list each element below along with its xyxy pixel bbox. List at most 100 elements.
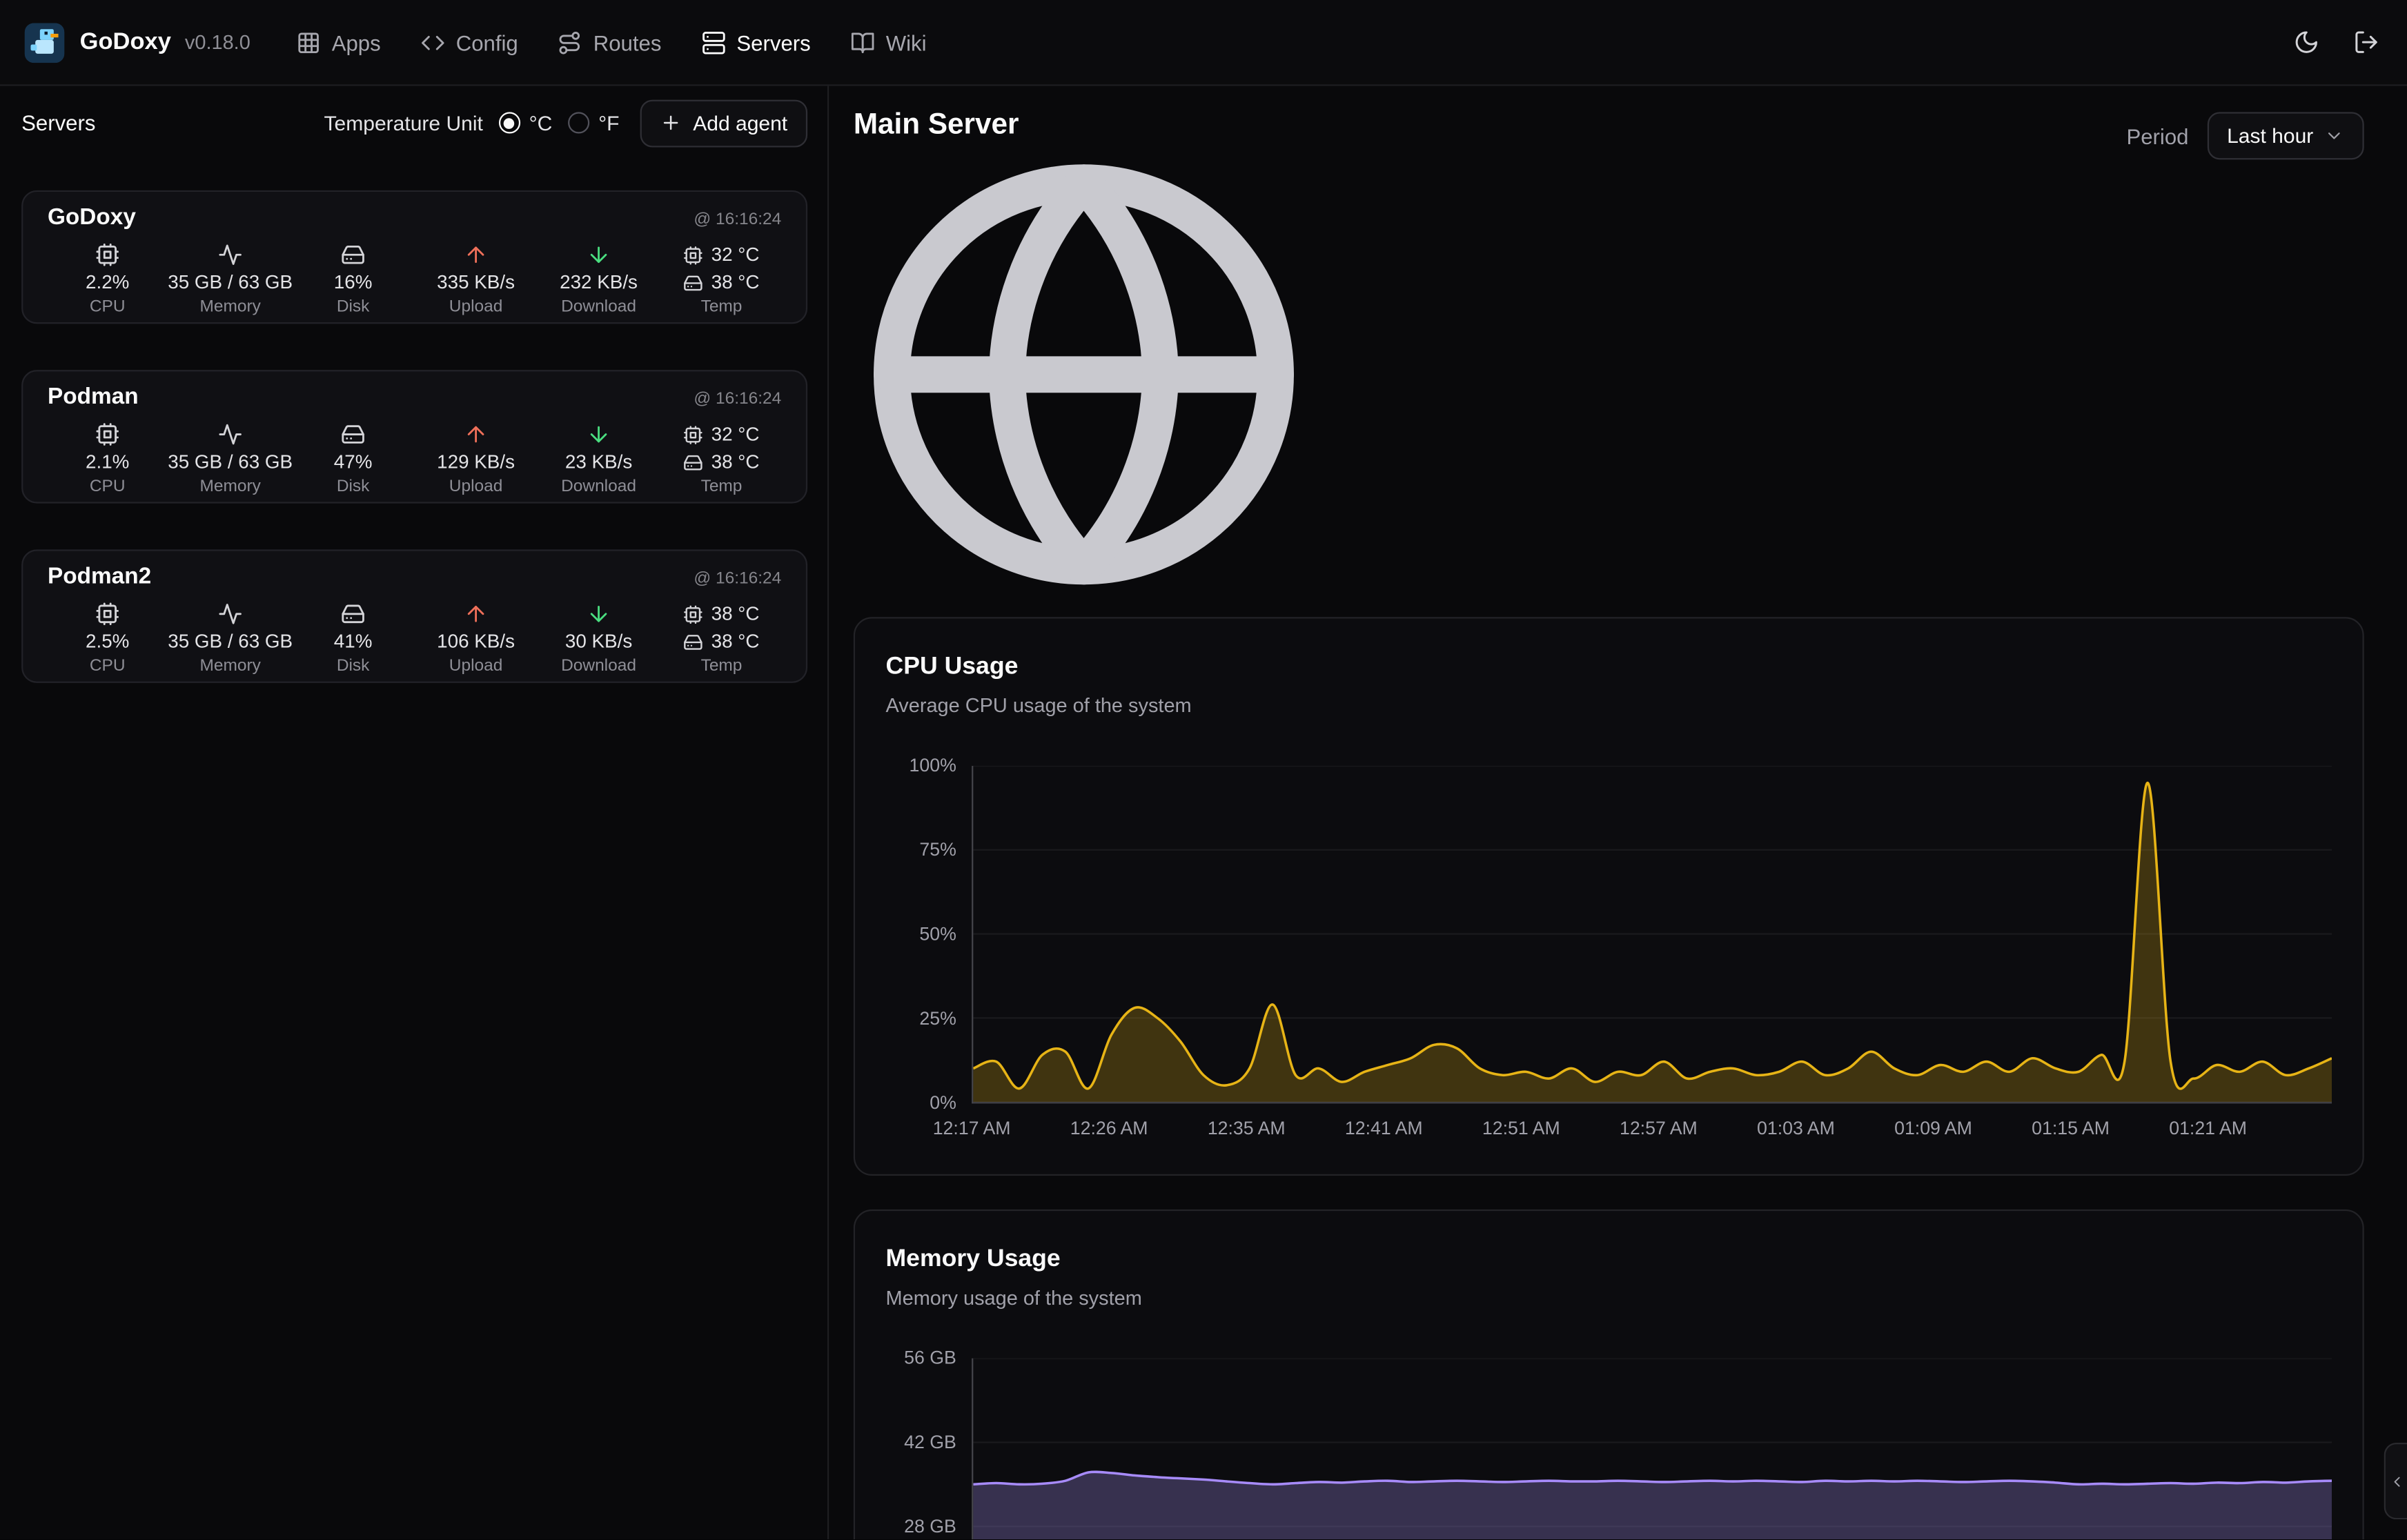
fahrenheit-radio[interactable]: °F [567,111,620,135]
disk-icon [341,602,366,626]
globe-icon[interactable] [854,144,1314,604]
cpu-icon [95,422,120,447]
y-tick-label: 28 GB [904,1515,956,1537]
period-select[interactable]: Last hour [2207,112,2364,160]
brand-name: GoDoxy [79,28,171,55]
stat-label: Temp [700,477,743,496]
cpu-icon [684,604,704,624]
stat-label: Download [561,477,636,496]
chart-subtitle: Memory usage of the system [885,1286,1142,1310]
server-card[interactable]: Podman @ 16:16:24 2.1% CPU 35 GB / 63 GB Memo… [21,370,808,504]
server-stat: 41% Disk [293,600,413,678]
y-tick-label: 50% [919,923,956,945]
stat-value: 2.5% [86,631,130,653]
stat-label: CPU [89,297,126,317]
server-stat: 2.1% CPU [48,421,168,499]
cpu-usage-chart[interactable]: 100% 75% 50% 25% 0% 12:17 AM 12:26 AM 12:35 AM 1… [886,754,2332,1143]
nav-item-config[interactable]: Config [421,30,518,55]
fahrenheit-radio-label: °F [598,111,620,135]
stat-label: Upload [449,477,503,496]
server-stat-temp: 32 °C 38 °C Temp [662,421,782,499]
nav-item-wiki[interactable]: Wiki [851,30,927,55]
stat-value: 129 KB/s [437,451,515,473]
activity-icon [218,602,243,626]
theme-toggle-button[interactable] [2293,29,2319,55]
y-tick-label: 100% [909,754,956,776]
celsius-radio[interactable]: °C [498,111,553,135]
code-icon [421,30,446,55]
stat-label: Disk [336,297,370,317]
stat-label: Upload [449,657,503,675]
stat-value: 2.1% [86,451,130,473]
stat-value: 106 KB/s [437,631,515,653]
period-group: Period Last hour [2126,112,2364,160]
brand-version: v0.18.0 [184,30,250,54]
chart-plot-area[interactable] [972,766,2332,1104]
temperature-unit-label: Temperature Unit [324,111,483,135]
server-stat: 2.2% CPU [48,241,168,319]
x-tick-label: 12:35 AM [1207,1117,1286,1139]
cpu-icon [95,242,120,267]
stat-value: 30 KB/s [564,631,633,653]
x-tick-label: 12:51 AM [1482,1117,1560,1139]
stat-label: CPU [89,657,126,675]
disk-icon [684,631,704,651]
nav-item-servers[interactable]: Servers [701,30,811,55]
chart-subtitle: Average CPU usage of the system [885,693,1192,717]
y-axis: 100% 75% 50% 25% 0% [886,754,972,1114]
chart-title: Memory Usage [885,1246,1061,1273]
godoxy-logo-icon[interactable] [24,22,65,63]
servers-panel: Servers Temperature Unit °C °F Add agent [0,86,829,1540]
activity-icon [218,242,243,267]
navbar-right [2293,29,2379,55]
celsius-radio-label: °C [529,111,553,135]
disk-icon [684,273,704,293]
server-stat: 23 KB/s Download [539,421,659,499]
server-header: Main Server [854,108,1314,605]
server-stat: 47% Disk [293,421,413,499]
panel-title: Servers [21,110,96,135]
panel-collapse-handle[interactable] [2384,1443,2407,1520]
x-tick-label: 12:41 AM [1344,1117,1423,1139]
stat-value: 47% [333,451,373,473]
grid-icon [297,30,322,55]
stat-label: Disk [336,657,370,675]
cpu-temp-value: 32 °C [711,423,760,446]
radio-icon [498,112,520,134]
cpu-temp-value: 38 °C [711,603,760,625]
x-tick-label: 12:57 AM [1619,1117,1698,1139]
period-label: Period [2126,124,2189,148]
server-name: GoDoxy [47,204,136,230]
nav-item-routes[interactable]: Routes [558,30,661,55]
server-stat: 2.5% CPU [48,600,168,678]
memory-usage-card: Memory Usage Memory usage of the system … [853,1209,2364,1540]
arrow-up-icon [464,242,489,267]
disk-icon [684,452,704,472]
logout-button[interactable] [2353,29,2379,55]
server-card[interactable]: GoDoxy @ 16:16:24 2.2% CPU 35 GB / 63 GB Memo… [21,190,808,324]
nav-item-apps[interactable]: Apps [297,30,381,55]
stat-value: 16% [333,271,373,293]
server-name: Podman2 [47,563,152,590]
x-tick-label: 01:21 AM [2169,1117,2248,1139]
server-card[interactable]: Podman2 @ 16:16:24 2.5% CPU 35 GB / 63 GB Mem… [21,549,808,683]
y-tick-label: 42 GB [904,1431,956,1453]
disk-temp-value: 38 °C [711,271,760,293]
chart-plot-area[interactable] [972,1358,2332,1540]
brand: GoDoxy v0.18.0 [24,22,250,63]
logout-icon [2353,29,2379,55]
server-updated-at: @ 16:16:24 [694,569,782,588]
y-tick-label: 25% [919,1007,956,1029]
server-updated-at: @ 16:16:24 [694,390,782,408]
stat-label: Temp [700,297,743,317]
cpu-usage-card: CPU Usage Average CPU usage of the syste… [853,617,2364,1176]
stat-label: Download [561,297,636,317]
add-agent-button[interactable]: Add agent [640,99,808,147]
server-list: GoDoxy @ 16:16:24 2.2% CPU 35 GB / 63 GB Memo… [21,190,808,683]
x-tick-label: 12:17 AM [932,1117,1011,1139]
top-navbar: GoDoxy v0.18.0 Apps Config Routes Servers Wi… [0,0,2407,86]
stat-label: Memory [199,477,261,496]
book-icon [851,30,876,55]
